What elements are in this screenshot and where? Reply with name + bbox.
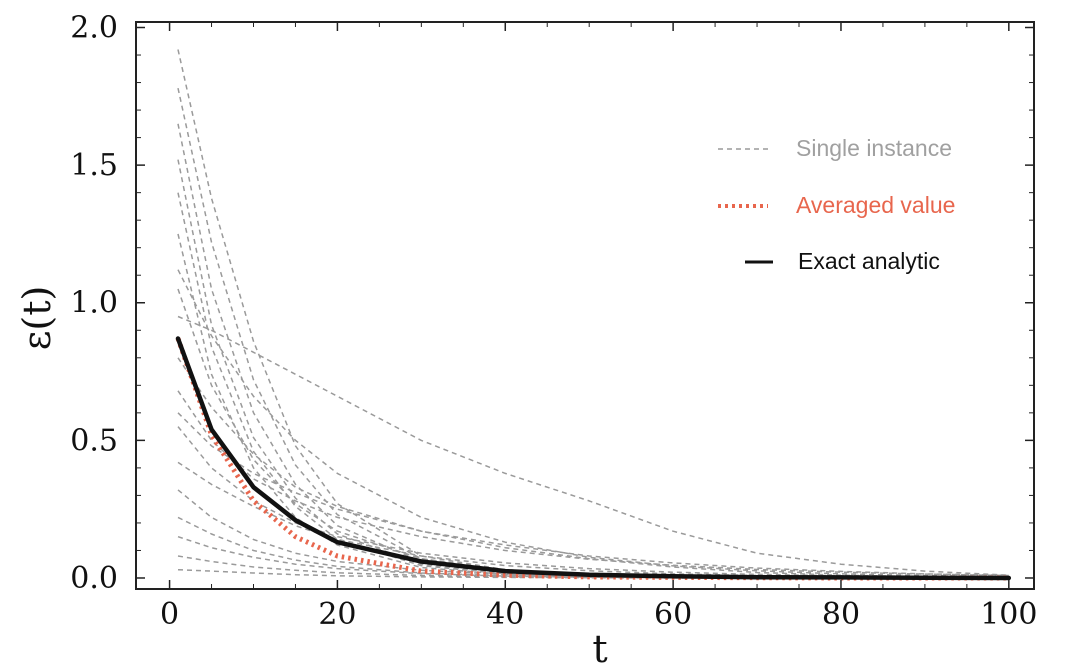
- series-line-single-instance-8: [177, 315, 1009, 576]
- plot-frame: [135, 21, 1035, 590]
- x-tick-label: 60: [654, 597, 692, 632]
- legend: Single instance Averaged value Exact ana…: [718, 135, 955, 274]
- y-tick-label: 0.5: [70, 423, 118, 458]
- x-tick-label: 80: [822, 597, 860, 632]
- y-tick-label: 1.0: [70, 286, 118, 321]
- x-tick-label: 100: [980, 597, 1037, 632]
- x-tick-label: 20: [318, 597, 356, 632]
- series-line-single-instance-3: [177, 123, 1009, 579]
- x-axis-label: t: [592, 627, 607, 668]
- x-tick-label: 40: [486, 597, 524, 632]
- y-tick-label: 2.0: [70, 11, 118, 46]
- series-line-single-instance-10: [177, 390, 1009, 577]
- series-line-single-instance-7: [177, 269, 1009, 578]
- x-tick-label: 0: [160, 597, 179, 632]
- series-line-single-instance-9: [177, 357, 1009, 576]
- legend-label-averaged-value: Averaged value: [796, 192, 955, 218]
- ticks-layer: 0 20 40 60 80 100 0.0 0.5 1.0 1.5 2.0: [70, 11, 1037, 632]
- legend-label-exact-analytic: Exact analytic: [798, 248, 940, 274]
- y-axis-label: ε(t): [15, 286, 59, 351]
- series-layer: [175, 49, 1012, 581]
- y-tick-label: 0.0: [70, 561, 118, 596]
- legend-label-single-instance: Single instance: [796, 135, 952, 161]
- series-line-exact-analytic: [175, 336, 1012, 581]
- y-tick-label: 1.5: [70, 148, 118, 183]
